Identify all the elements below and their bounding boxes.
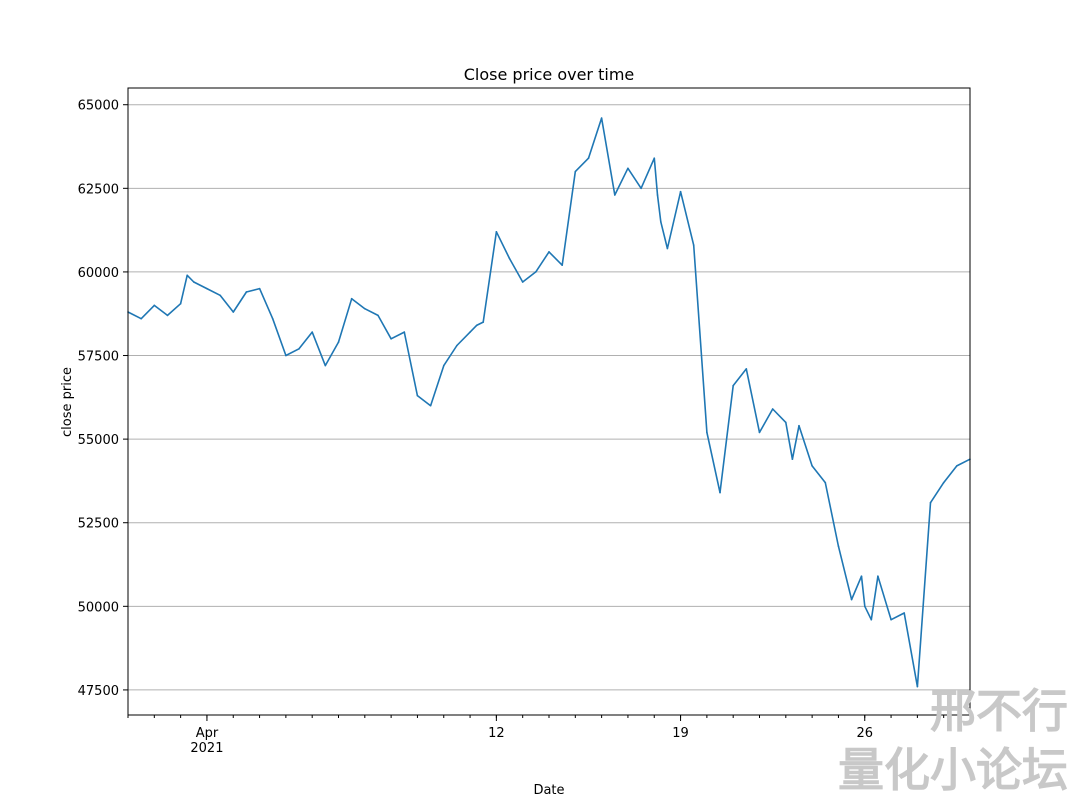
data-point [837,545,840,547]
data-point [192,281,195,283]
data-point [521,281,524,283]
data-point [824,481,827,484]
x-tick-label: 12 [488,726,505,741]
data-point [679,190,682,193]
data-point [442,364,445,367]
series-layer [127,117,971,688]
data-point [482,321,485,323]
data-point [364,307,366,310]
data-point [140,317,142,320]
data-point [186,274,189,277]
data-point [916,685,919,688]
data-point [732,384,734,387]
data-point [863,605,866,608]
y-tick-label: 47500 [78,684,119,699]
data-point [745,368,748,370]
data-point [271,317,274,320]
y-tick-label: 65000 [78,99,119,114]
data-point [600,117,603,119]
data-point [475,324,478,327]
data-point [719,491,721,494]
y-tick-label: 62500 [78,182,119,197]
data-point [656,194,659,196]
data-point [153,304,156,307]
data-point [890,618,892,621]
data-point [758,431,761,434]
data-point [258,287,261,290]
y-tick-label: 60000 [78,266,119,281]
plot-area [128,88,970,715]
data-point [350,297,353,300]
data-point [850,598,853,601]
data-point [311,331,313,333]
data-point [495,230,498,233]
data-point [245,291,248,293]
data-point [548,251,550,253]
data-point [574,170,577,173]
y-tick-label: 50000 [78,600,119,615]
data-point [771,408,774,410]
watermark-line-1: 邢不行 [930,684,1068,738]
data-point [166,314,169,317]
grid-lines [128,104,970,691]
data-point [877,575,879,578]
data-point [416,394,419,397]
data-point [956,465,958,467]
data-point [206,287,208,290]
data-point [561,264,563,267]
close-price-line [127,117,971,688]
data-point [285,354,287,357]
data-point [232,311,235,313]
x-tick-sublabel: 2021 [190,741,223,756]
data-point [811,465,813,467]
data-point [337,341,340,343]
data-point [942,481,945,484]
x-tick-label: 26 [856,726,873,741]
data-point [298,348,300,350]
data-point [692,244,695,246]
data-point [219,294,221,297]
y-tick-label: 57500 [78,350,119,365]
data-point [791,458,794,460]
data-point [627,167,629,170]
data-point [429,404,432,407]
x-tick-label: 19 [672,726,689,741]
chart-title: Close price over time [464,65,635,84]
data-point [640,187,642,190]
data-point [456,344,458,347]
data-point [179,302,182,305]
data-point [535,271,537,273]
data-point [613,194,616,196]
data-point [403,331,406,333]
data-point [653,157,656,160]
y-tick-label: 52500 [78,517,119,532]
data-point [377,314,379,317]
x-axis-label: Date [533,783,564,798]
data-point [870,618,873,621]
data-point [929,501,932,504]
data-point [785,421,787,424]
data-point [508,257,511,260]
data-point [587,157,590,160]
data-point [324,364,327,367]
data-point [666,247,669,250]
y-axis-ticks: 47500 50000 52500 55000 57500 60000 62500 65000 [78,99,128,699]
data-point [706,431,708,434]
data-point [390,338,392,340]
data-point [903,612,906,614]
data-point [660,220,662,223]
data-point [860,575,863,578]
watermark-line-2: 量化小论坛 [838,743,1068,797]
data-point [798,424,800,427]
x-tick-label: Apr [196,726,219,741]
data-point [469,331,471,333]
y-axis-label: close price [60,367,75,437]
y-tick-label: 55000 [78,433,119,448]
